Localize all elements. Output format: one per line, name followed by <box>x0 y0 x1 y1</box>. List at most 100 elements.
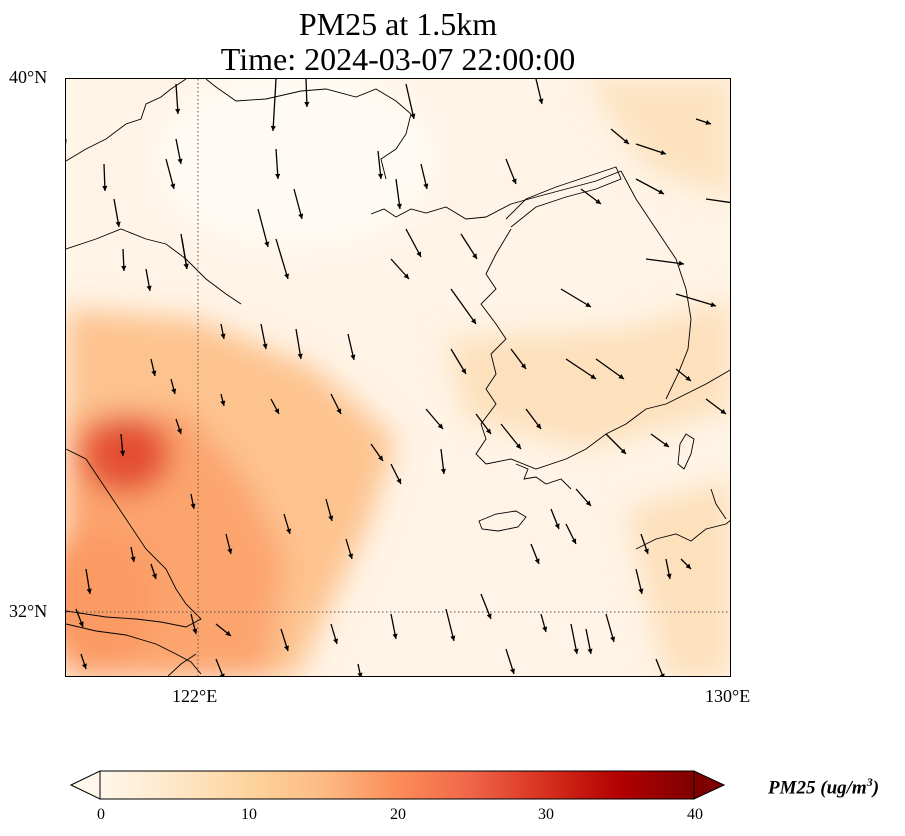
figure-title: PM25 at 1.5km <box>298 6 498 42</box>
wind-arrow-shaft <box>165 158 175 190</box>
wind-arrow-head <box>177 158 183 164</box>
wind-arrow-shaft <box>395 178 401 210</box>
wind-arrow-head <box>620 448 626 454</box>
wind-arrow-head <box>587 648 593 654</box>
wind-arrow-head <box>472 253 477 259</box>
wind-arrow-head <box>659 673 665 676</box>
colorbar-tick-40: 40 <box>687 806 703 823</box>
coastline-hangzhou <box>167 653 197 676</box>
wind-arrow-shaft <box>675 293 717 307</box>
wind-arrow-shaft <box>293 188 303 220</box>
southeast-band <box>626 479 730 676</box>
coastline-korea-east <box>620 170 692 400</box>
wind-arrow-head <box>590 374 596 379</box>
wind-arrow-head <box>130 556 136 562</box>
wind-arrow-head <box>284 273 290 279</box>
pm25-field <box>66 79 730 676</box>
wind-arrow-head <box>183 263 189 269</box>
wind-arrow-head <box>86 588 92 594</box>
wind-arrow-head <box>450 635 456 641</box>
northeast-band <box>586 79 730 199</box>
wind-arrow-shaft <box>405 228 422 258</box>
wind-arrow-head <box>685 563 691 569</box>
wind-arrow-head <box>357 672 363 676</box>
colorbar-tick-20: 20 <box>390 806 406 823</box>
coastline-shandong <box>66 228 242 305</box>
colorbar-label-close: ) <box>872 777 880 799</box>
wind-arrow-head <box>377 173 384 179</box>
wind-arrow-shaft <box>635 143 667 155</box>
wind-arrow-shaft <box>272 79 277 132</box>
coastline-north <box>66 79 187 162</box>
wind-arrow-shaft <box>595 358 625 380</box>
wind-arrow-head <box>638 588 644 594</box>
wind-arrow-head <box>515 443 521 449</box>
coastline-china-east <box>66 448 202 628</box>
wind-arrow-head <box>623 138 629 144</box>
wind-arrow-shaft <box>181 238 188 270</box>
wind-arrow-head <box>121 265 127 271</box>
wind-vectors <box>66 79 730 676</box>
wind-arrow-head <box>119 450 126 456</box>
wind-arrow-shaft <box>500 423 522 450</box>
wind-arrow-head <box>328 515 334 521</box>
wind-arrow-head <box>571 538 577 544</box>
wind-arrow-head <box>146 285 152 291</box>
wind-arrow-head <box>220 400 226 406</box>
wind-arrow-head <box>396 478 402 484</box>
colorbar <box>70 770 725 800</box>
wind-arrow-head <box>595 198 601 204</box>
colorbar-label-text: PM25 (ug/m <box>768 777 867 799</box>
wind-arrow-head <box>350 354 356 360</box>
wind-arrow-shaft <box>450 288 477 325</box>
wind-arrow-head <box>286 528 292 534</box>
lat-tick-32: 32°N <box>9 601 48 621</box>
coastline-bohai-islands <box>370 170 622 220</box>
wind-arrow-head <box>585 302 591 307</box>
wind-arrow-head <box>396 203 402 209</box>
jeju-island <box>478 510 527 532</box>
wind-arrow-head <box>190 503 196 509</box>
wind-arrow-head <box>554 523 560 529</box>
wind-arrow-head <box>663 441 669 447</box>
coastline-korea-west <box>475 228 512 465</box>
wind-arrow-head <box>170 183 176 189</box>
wind-arrow-head <box>658 189 664 194</box>
wind-arrow-head <box>284 645 289 651</box>
wind-arrow-head <box>151 370 157 376</box>
wind-arrow-shaft <box>275 148 279 180</box>
wind-arrow-head <box>538 98 544 104</box>
wind-arrow-head <box>262 343 268 349</box>
colorbar-tick-30: 30 <box>538 806 554 823</box>
coastline-yangtze <box>66 623 202 675</box>
colorbar-tick-0: 0 <box>97 806 105 823</box>
coastline-korea-south <box>485 369 730 470</box>
wind-arrow-head <box>534 558 540 564</box>
wind-arrow-head <box>336 408 342 414</box>
wind-arrow-head <box>416 251 421 257</box>
wind-arrow-head <box>78 621 84 627</box>
wind-arrow-head <box>304 101 310 107</box>
wind-arrow-head <box>192 628 198 634</box>
wind-arrow-head <box>461 368 466 374</box>
wind-arrow-head <box>225 630 231 636</box>
wind-arrow-shaft <box>635 178 665 195</box>
wind-arrow-head <box>618 373 624 379</box>
lon-tick-122: 122°E <box>172 686 218 706</box>
wind-arrow-head <box>392 633 398 639</box>
wind-arrow-head <box>486 613 492 619</box>
pm25-map <box>66 79 730 676</box>
wind-arrow-shaft <box>705 198 730 204</box>
wind-arrow-head <box>520 363 526 369</box>
kyushu-coast <box>710 488 727 520</box>
wind-arrow-shaft <box>570 623 578 655</box>
border-river <box>505 166 622 228</box>
wind-arrow-head <box>403 273 409 279</box>
colorbar-tick-10: 10 <box>241 806 257 823</box>
wind-arrow-shaft <box>445 608 455 642</box>
wind-arrow-head <box>115 221 121 227</box>
wind-arrow-head <box>151 573 157 579</box>
wind-arrow-head <box>440 468 446 474</box>
wind-arrow-head <box>710 302 716 308</box>
wind-arrow-head <box>678 260 684 266</box>
